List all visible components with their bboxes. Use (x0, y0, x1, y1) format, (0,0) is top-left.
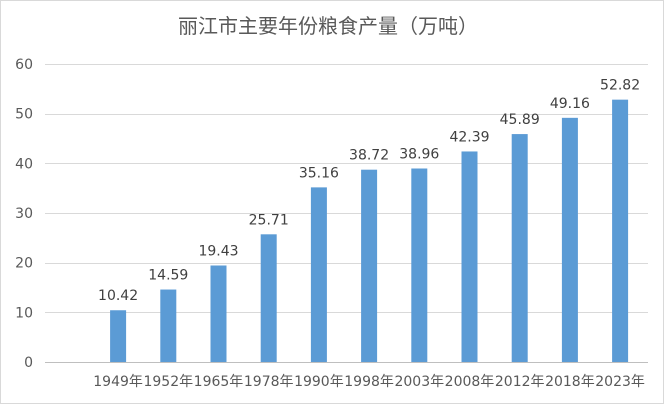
bar (461, 151, 478, 362)
y-axis-ticks: 0 10 20 30 40 50 60 (15, 57, 33, 371)
bar (561, 117, 578, 362)
bar (361, 169, 378, 362)
data-label: 42.39 (449, 129, 489, 145)
x-tick-label: 2018年 (545, 374, 595, 390)
y-tick-label: 20 (15, 256, 33, 272)
bar (612, 99, 629, 362)
x-tick-label: 1978年 (244, 374, 294, 390)
x-tick-label: 1998年 (344, 374, 394, 390)
data-label: 10.42 (98, 288, 138, 304)
bar (110, 310, 127, 362)
data-labels: 10.42 14.59 19.43 25.71 35.16 38.72 38.96 42.39… (98, 78, 640, 305)
x-tick-label: 1990年 (294, 374, 344, 390)
bar (511, 134, 528, 362)
y-tick-label: 40 (15, 156, 33, 172)
y-tick-label: 30 (15, 206, 33, 222)
x-tick-label: 2012年 (495, 374, 545, 390)
data-label: 45.89 (500, 112, 540, 128)
bar (210, 265, 227, 362)
y-tick-label: 50 (15, 107, 33, 123)
x-axis-ticks: 1949年 1952年 1965年 1978年 1990年 1998年 2003年 2008年… (93, 374, 645, 390)
data-label: 52.82 (600, 78, 640, 94)
x-tick-label: 1965年 (194, 374, 244, 390)
data-label: 35.16 (299, 165, 339, 181)
data-label: 38.72 (349, 148, 389, 164)
bars (110, 99, 629, 362)
bar (310, 187, 327, 362)
x-tick-label: 2023年 (595, 374, 645, 390)
data-label: 49.16 (550, 96, 590, 112)
data-label: 19.43 (198, 243, 238, 259)
y-tick-label: 60 (15, 57, 33, 73)
data-label: 25.71 (249, 212, 289, 228)
bar (411, 168, 428, 362)
data-label: 14.59 (148, 268, 188, 284)
bar (260, 234, 277, 362)
x-tick-label: 1949年 (93, 374, 143, 390)
bar (160, 289, 177, 362)
y-tick-label: 0 (24, 355, 33, 371)
x-tick-label: 2008年 (445, 374, 495, 390)
chart-title: 丽江市主要年份粮食产量（万吨） (178, 14, 478, 38)
gridlines (45, 64, 648, 363)
y-tick-label: 10 (15, 305, 33, 321)
x-tick-label: 1952年 (143, 374, 193, 390)
data-label: 38.96 (399, 146, 439, 162)
x-tick-label: 2003年 (394, 374, 444, 390)
